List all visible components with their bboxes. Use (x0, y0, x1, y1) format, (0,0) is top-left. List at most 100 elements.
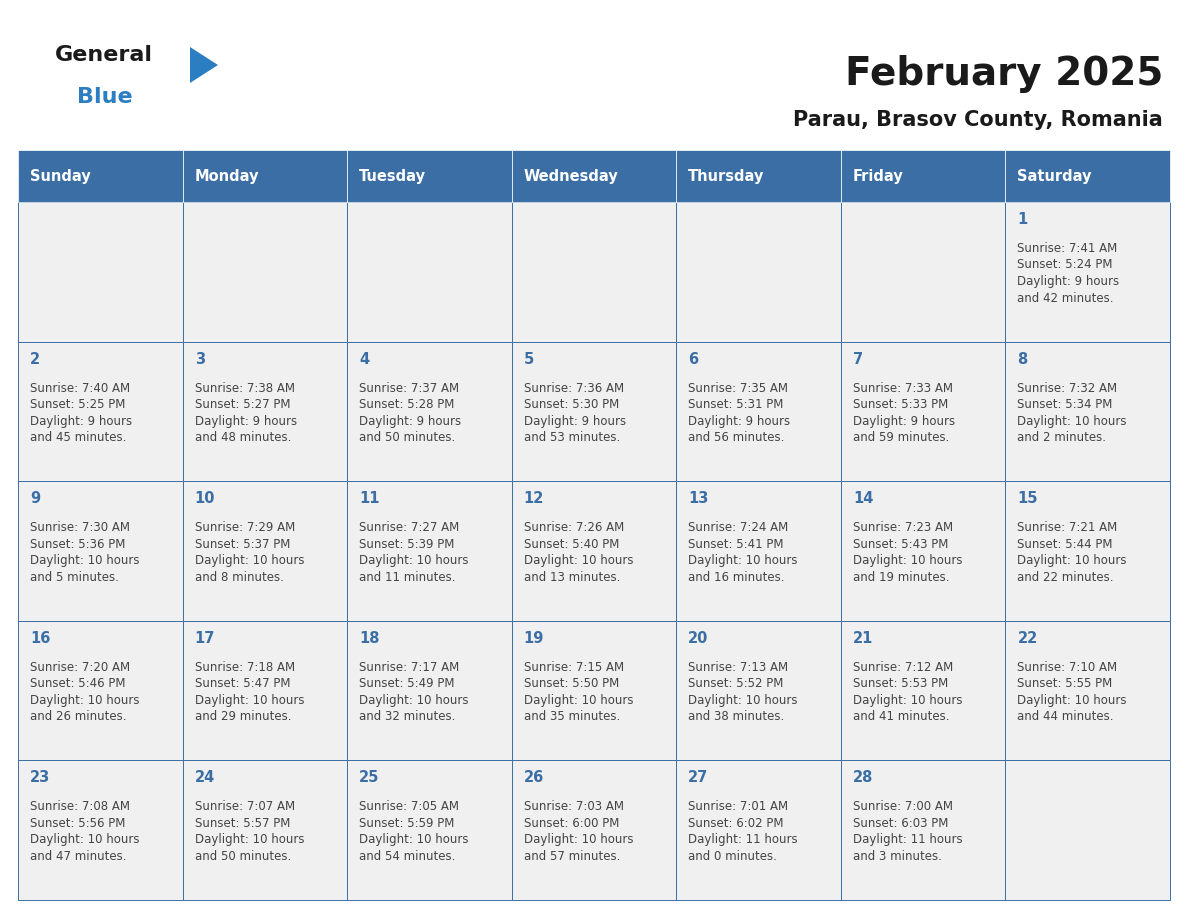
Text: Daylight: 9 hours: Daylight: 9 hours (195, 415, 297, 428)
Text: Daylight: 10 hours: Daylight: 10 hours (524, 694, 633, 707)
Text: Daylight: 9 hours: Daylight: 9 hours (1017, 275, 1119, 288)
Bar (183, 202, 347, 341)
Text: Sunset: 5:33 PM: Sunset: 5:33 PM (853, 398, 948, 411)
Text: 20: 20 (688, 631, 709, 645)
Bar (512, 341, 676, 481)
Text: Daylight: 9 hours: Daylight: 9 hours (524, 415, 626, 428)
Text: 16: 16 (30, 631, 50, 645)
Text: Sunset: 5:46 PM: Sunset: 5:46 PM (30, 677, 126, 690)
Text: 26: 26 (524, 770, 544, 786)
Text: Sunset: 5:47 PM: Sunset: 5:47 PM (195, 677, 290, 690)
Text: Daylight: 10 hours: Daylight: 10 hours (30, 554, 139, 567)
Text: Sunrise: 7:12 AM: Sunrise: 7:12 AM (853, 661, 953, 674)
Text: Sunrise: 7:13 AM: Sunrise: 7:13 AM (688, 661, 789, 674)
Text: 2: 2 (30, 352, 40, 366)
Text: Sunset: 5:41 PM: Sunset: 5:41 PM (688, 538, 784, 551)
Bar (183, 341, 347, 481)
Bar (347, 481, 512, 621)
Text: Sunrise: 7:41 AM: Sunrise: 7:41 AM (1017, 242, 1118, 255)
Bar (841, 341, 1005, 481)
Text: Sunset: 5:30 PM: Sunset: 5:30 PM (524, 398, 619, 411)
Text: Sunrise: 7:27 AM: Sunrise: 7:27 AM (359, 521, 460, 534)
Bar (347, 621, 512, 760)
Text: Sunrise: 7:01 AM: Sunrise: 7:01 AM (688, 800, 789, 813)
Text: Daylight: 10 hours: Daylight: 10 hours (1017, 694, 1127, 707)
Text: Sunset: 5:59 PM: Sunset: 5:59 PM (359, 817, 455, 830)
Text: Sunset: 5:49 PM: Sunset: 5:49 PM (359, 677, 455, 690)
Text: 12: 12 (524, 491, 544, 506)
Text: and 22 minutes.: and 22 minutes. (1017, 571, 1114, 584)
Text: Sunset: 5:56 PM: Sunset: 5:56 PM (30, 817, 126, 830)
Text: 5: 5 (524, 352, 533, 366)
Text: 14: 14 (853, 491, 873, 506)
Text: and 41 minutes.: and 41 minutes. (853, 711, 949, 723)
Text: Parau, Brasov County, Romania: Parau, Brasov County, Romania (794, 110, 1163, 130)
Bar (1005, 621, 1170, 760)
Text: Sunrise: 7:35 AM: Sunrise: 7:35 AM (688, 382, 789, 395)
Bar (512, 621, 676, 760)
Bar (676, 202, 841, 341)
Text: Sunset: 5:34 PM: Sunset: 5:34 PM (1017, 398, 1113, 411)
Text: and 19 minutes.: and 19 minutes. (853, 571, 949, 584)
Text: 25: 25 (359, 770, 379, 786)
Text: and 45 minutes.: and 45 minutes. (30, 431, 126, 444)
Text: Monday: Monday (195, 169, 259, 184)
Text: Sunrise: 7:36 AM: Sunrise: 7:36 AM (524, 382, 624, 395)
Bar (18, 150, 183, 202)
Text: and 32 minutes.: and 32 minutes. (359, 711, 455, 723)
Bar (512, 760, 676, 900)
Text: 13: 13 (688, 491, 709, 506)
Bar (18, 481, 183, 621)
Bar (18, 621, 183, 760)
Text: Daylight: 10 hours: Daylight: 10 hours (30, 834, 139, 846)
Bar (1005, 341, 1170, 481)
Bar (512, 150, 676, 202)
Text: 7: 7 (853, 352, 862, 366)
Text: and 50 minutes.: and 50 minutes. (195, 850, 291, 863)
Text: Sunrise: 7:05 AM: Sunrise: 7:05 AM (359, 800, 459, 813)
Text: Daylight: 11 hours: Daylight: 11 hours (853, 834, 962, 846)
Text: Sunset: 5:27 PM: Sunset: 5:27 PM (195, 398, 290, 411)
Text: Sunset: 5:50 PM: Sunset: 5:50 PM (524, 677, 619, 690)
Text: Sunset: 5:36 PM: Sunset: 5:36 PM (30, 538, 126, 551)
Text: 4: 4 (359, 352, 369, 366)
Text: Sunrise: 7:10 AM: Sunrise: 7:10 AM (1017, 661, 1118, 674)
Text: 17: 17 (195, 631, 215, 645)
Text: Daylight: 10 hours: Daylight: 10 hours (30, 694, 139, 707)
Text: Daylight: 9 hours: Daylight: 9 hours (688, 415, 790, 428)
Polygon shape (190, 47, 219, 83)
Text: and 3 minutes.: and 3 minutes. (853, 850, 942, 863)
Bar (347, 760, 512, 900)
Text: Sunset: 5:28 PM: Sunset: 5:28 PM (359, 398, 455, 411)
Text: and 57 minutes.: and 57 minutes. (524, 850, 620, 863)
Text: Sunrise: 7:37 AM: Sunrise: 7:37 AM (359, 382, 460, 395)
Bar (183, 481, 347, 621)
Text: Sunset: 5:44 PM: Sunset: 5:44 PM (1017, 538, 1113, 551)
Text: Sunset: 5:57 PM: Sunset: 5:57 PM (195, 817, 290, 830)
Text: Sunset: 5:24 PM: Sunset: 5:24 PM (1017, 259, 1113, 272)
Text: February 2025: February 2025 (845, 55, 1163, 93)
Text: 9: 9 (30, 491, 40, 506)
Text: 19: 19 (524, 631, 544, 645)
Text: 1: 1 (1017, 212, 1028, 227)
Text: Sunrise: 7:20 AM: Sunrise: 7:20 AM (30, 661, 131, 674)
Text: Daylight: 10 hours: Daylight: 10 hours (853, 694, 962, 707)
Text: and 56 minutes.: and 56 minutes. (688, 431, 784, 444)
Text: Daylight: 10 hours: Daylight: 10 hours (1017, 554, 1127, 567)
Bar (18, 341, 183, 481)
Bar (841, 150, 1005, 202)
Text: and 5 minutes.: and 5 minutes. (30, 571, 119, 584)
Text: Sunset: 5:25 PM: Sunset: 5:25 PM (30, 398, 126, 411)
Text: and 0 minutes.: and 0 minutes. (688, 850, 777, 863)
Text: Sunset: 5:40 PM: Sunset: 5:40 PM (524, 538, 619, 551)
Text: and 48 minutes.: and 48 minutes. (195, 431, 291, 444)
Text: and 42 minutes.: and 42 minutes. (1017, 292, 1114, 305)
Text: Sunrise: 7:23 AM: Sunrise: 7:23 AM (853, 521, 953, 534)
Bar (841, 760, 1005, 900)
Bar (183, 621, 347, 760)
Bar (841, 202, 1005, 341)
Text: and 11 minutes.: and 11 minutes. (359, 571, 456, 584)
Bar (676, 760, 841, 900)
Text: and 35 minutes.: and 35 minutes. (524, 711, 620, 723)
Text: Sunrise: 7:17 AM: Sunrise: 7:17 AM (359, 661, 460, 674)
